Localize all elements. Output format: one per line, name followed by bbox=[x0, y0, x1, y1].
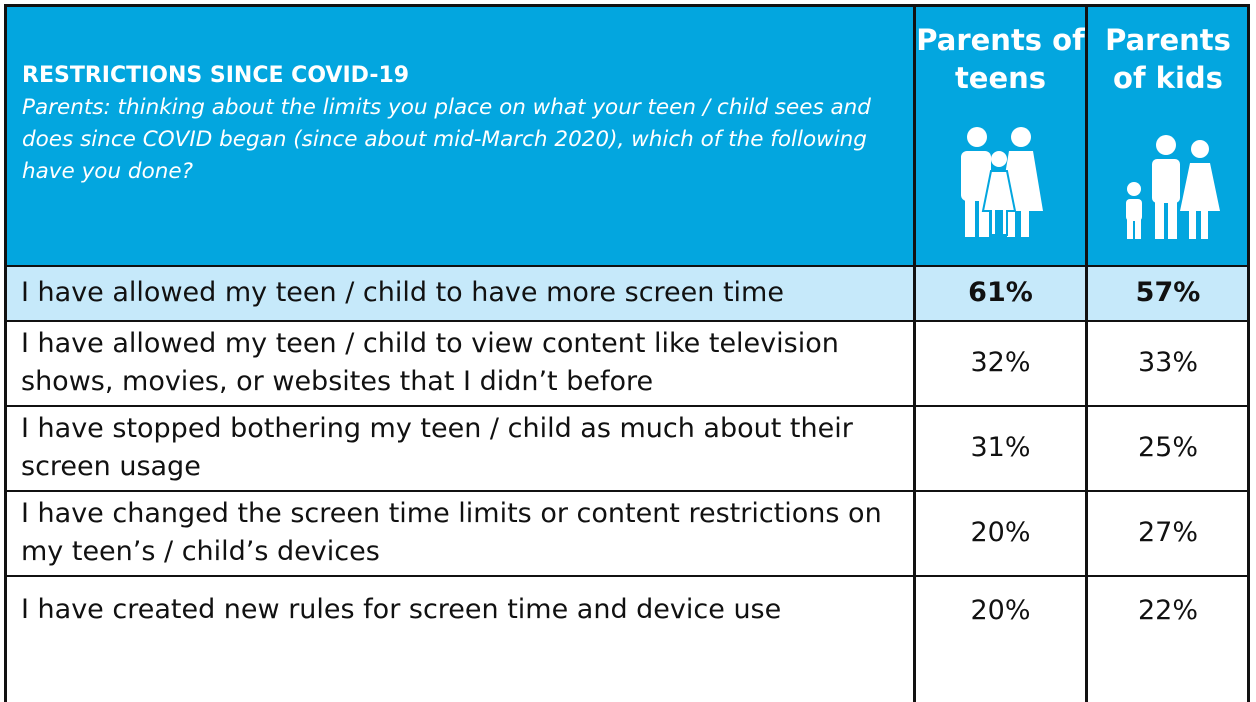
row-value: 25% bbox=[1137, 432, 1198, 463]
border bbox=[1247, 4, 1250, 702]
border bbox=[4, 320, 1250, 322]
border bbox=[4, 4, 7, 702]
row-label: I have allowed my teen / child to have m… bbox=[21, 276, 784, 308]
border bbox=[1085, 4, 1088, 702]
border bbox=[4, 265, 1250, 267]
header-bg bbox=[4, 4, 1250, 265]
row-value: 57% bbox=[1135, 277, 1201, 308]
border bbox=[4, 490, 1250, 492]
family-kids-icon bbox=[1126, 135, 1220, 239]
border bbox=[913, 4, 916, 702]
row-value: 31% bbox=[970, 432, 1031, 463]
row-value: 32% bbox=[970, 347, 1031, 378]
row-value: 61% bbox=[968, 277, 1033, 308]
row-value: 20% bbox=[970, 595, 1031, 626]
row-label: I have changed the screen time limits or… bbox=[21, 497, 882, 567]
header-text: RESTRICTIONS SINCE COVID-19 Parents: thi… bbox=[22, 60, 902, 188]
family-teens-icon bbox=[961, 127, 1043, 237]
row-value: 27% bbox=[1137, 517, 1198, 548]
row-bg bbox=[4, 265, 1250, 320]
row-label: I have stopped bothering my teen / child… bbox=[21, 412, 853, 482]
border bbox=[4, 575, 1250, 577]
title: RESTRICTIONS SINCE COVID-19 bbox=[22, 63, 410, 88]
subtitle: Parents: thinking about the limits you p… bbox=[22, 95, 871, 184]
row-value: 33% bbox=[1137, 347, 1198, 378]
border bbox=[4, 4, 1250, 7]
row-label: I have allowed my teen / child to view c… bbox=[21, 327, 839, 397]
border bbox=[4, 405, 1250, 407]
column-header: Parents of teens bbox=[916, 23, 1085, 95]
row-value: 20% bbox=[970, 517, 1031, 548]
row-label: I have created new rules for screen time… bbox=[21, 594, 782, 625]
column-header: Parents of kids bbox=[1105, 23, 1231, 95]
row-value: 22% bbox=[1137, 595, 1198, 626]
